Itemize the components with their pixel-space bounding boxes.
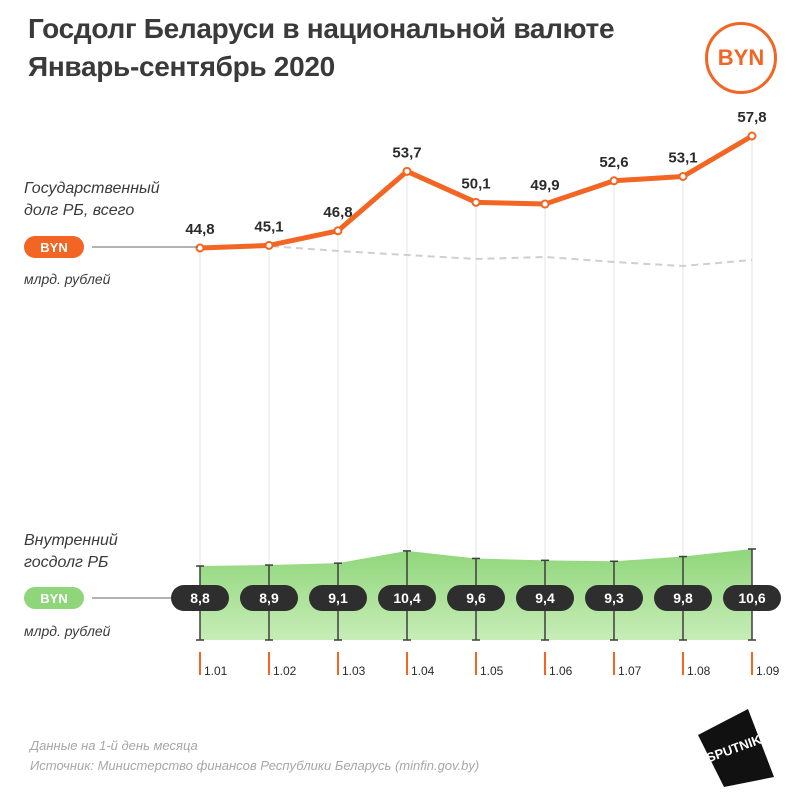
- total-debt-point: [747, 131, 757, 141]
- total-debt-point: [402, 166, 412, 176]
- total-value-label: 57,8: [737, 109, 766, 126]
- domestic-value-pill: [378, 585, 436, 611]
- total-value-label: 44,8: [185, 221, 214, 238]
- total-debt-point: [540, 199, 550, 209]
- domestic-currency-pill: BYN: [24, 587, 84, 609]
- total-debt-point: [609, 176, 619, 186]
- total-series-label: Государственный долг РБ, всего: [24, 178, 160, 222]
- total-currency-pill: BYN: [24, 236, 84, 258]
- domestic-value-pill: [654, 585, 712, 611]
- domestic-label-line-1: Внутренний: [24, 532, 118, 549]
- domestic-value-pill: [447, 585, 505, 611]
- date-label: 1.01: [204, 664, 228, 678]
- total-debt-point: [678, 171, 688, 181]
- title-line-1: Госдолг Беларуси в национальной валюте: [28, 13, 615, 44]
- footer-note: Данные на 1-й день месяца: [30, 738, 198, 753]
- dashed-reference-line: [199, 244, 753, 268]
- date-label: 1.06: [549, 664, 573, 678]
- date-label: 1.02: [273, 664, 297, 678]
- total-debt-point: [195, 243, 205, 253]
- domestic-value-pill: [171, 585, 229, 611]
- sputnik-logo: SPUTNIK: [698, 709, 774, 787]
- date-label: 1.08: [687, 664, 711, 678]
- domestic-value-pill: [309, 585, 367, 611]
- domestic-value-label: 9,4: [535, 590, 555, 606]
- total-unit-label: млрд. рублей: [24, 271, 111, 287]
- domestic-value-label: 10,4: [393, 590, 420, 606]
- date-label: 1.04: [411, 664, 435, 678]
- total-label-line-2: долг РБ, всего: [24, 202, 135, 219]
- domestic-value-label: 10,6: [738, 590, 765, 606]
- title-line-2: Январь-сентябрь 2020: [28, 51, 335, 82]
- total-debt-point: [471, 197, 481, 207]
- total-value-label: 52,6: [599, 154, 628, 171]
- currency-badge: BYN: [705, 22, 777, 94]
- domestic-unit-label: млрд. рублей: [24, 623, 111, 639]
- date-label: 1.09: [756, 664, 780, 678]
- total-debt-point: [333, 226, 343, 236]
- total-value-label: 45,1: [254, 218, 283, 235]
- domestic-label-line-2: госдолг РБ: [24, 554, 109, 571]
- date-label: 1.03: [342, 664, 366, 678]
- sputnik-logo-shape: [698, 709, 774, 787]
- date-label: 1.05: [480, 664, 504, 678]
- domestic-value-label: 9,1: [328, 590, 348, 606]
- total-value-label: 50,1: [461, 175, 490, 192]
- total-value-label: 46,8: [323, 204, 352, 221]
- total-value-label: 49,9: [530, 177, 559, 194]
- total-label-line-1: Государственный: [24, 180, 160, 197]
- domestic-value-pill: [240, 585, 298, 611]
- domestic-value-label: 9,8: [673, 590, 693, 606]
- domestic-value-label: 9,3: [604, 590, 624, 606]
- total-value-label: 53,1: [668, 149, 697, 166]
- domestic-value-label: 8,9: [259, 590, 279, 606]
- domestic-value-pill: [585, 585, 643, 611]
- domestic-value-label: 8,8: [190, 590, 210, 606]
- domestic-value-pill: [516, 585, 574, 611]
- total-value-label: 53,7: [392, 144, 421, 161]
- footer-source: Источник: Министерство финансов Республи…: [30, 758, 480, 773]
- domestic-value-label: 9,6: [466, 590, 486, 606]
- chart-title: Госдолг Беларуси в национальной валюте Я…: [28, 10, 615, 86]
- date-label: 1.07: [618, 664, 642, 678]
- domestic-value-pill: [723, 585, 781, 611]
- total-debt-point: [264, 240, 274, 250]
- domestic-series-label: Внутренний госдолг РБ: [24, 530, 118, 574]
